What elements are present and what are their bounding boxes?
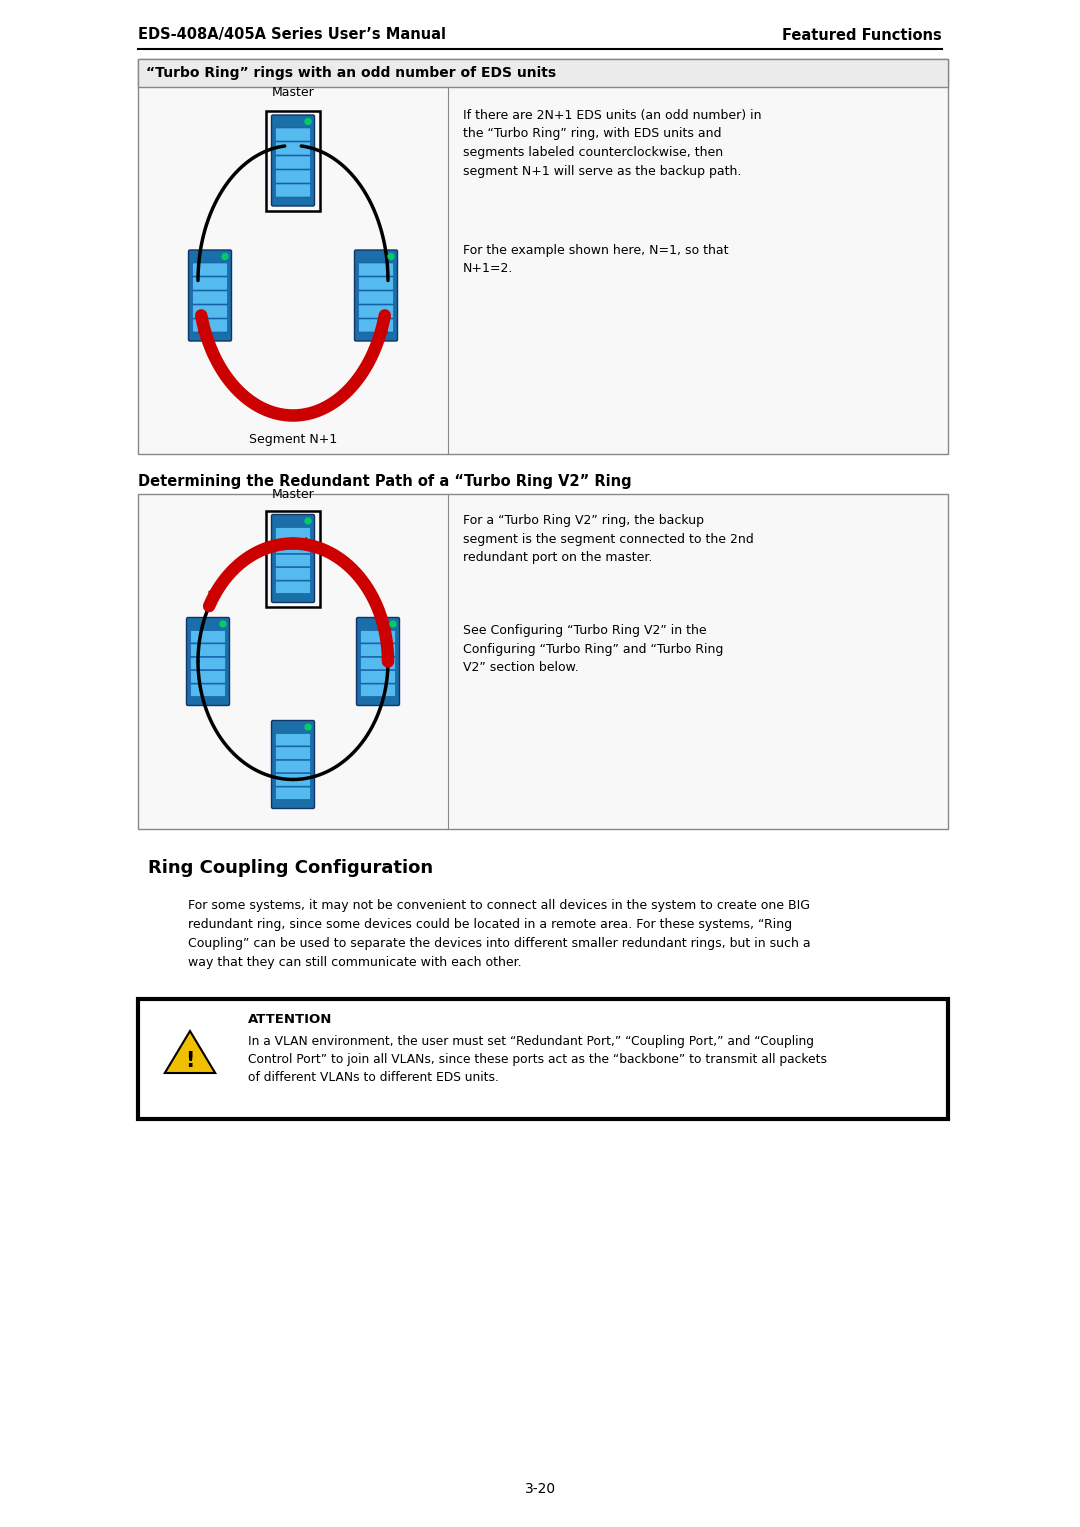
- Text: For the example shown here, N=1, so that
N+1=2.: For the example shown here, N=1, so that…: [463, 244, 729, 275]
- FancyBboxPatch shape: [275, 786, 311, 800]
- FancyBboxPatch shape: [138, 60, 948, 87]
- Text: 3-20: 3-20: [525, 1483, 555, 1496]
- Circle shape: [222, 253, 228, 260]
- FancyBboxPatch shape: [275, 747, 311, 759]
- FancyBboxPatch shape: [190, 684, 226, 696]
- Text: If there are 2N+1 EDS units (an odd number) in
the “Turbo Ring” ring, with EDS u: If there are 2N+1 EDS units (an odd numb…: [463, 108, 761, 177]
- FancyBboxPatch shape: [275, 527, 311, 541]
- Circle shape: [305, 119, 311, 125]
- FancyBboxPatch shape: [359, 276, 393, 290]
- FancyBboxPatch shape: [190, 657, 226, 670]
- Text: For a “Turbo Ring V2” ring, the backup
segment is the segment connected to the 2: For a “Turbo Ring V2” ring, the backup s…: [463, 515, 754, 563]
- FancyBboxPatch shape: [359, 292, 393, 304]
- FancyBboxPatch shape: [138, 495, 948, 829]
- Circle shape: [220, 621, 226, 628]
- FancyBboxPatch shape: [275, 774, 311, 786]
- FancyBboxPatch shape: [361, 644, 395, 657]
- FancyBboxPatch shape: [275, 733, 311, 745]
- FancyBboxPatch shape: [275, 760, 311, 773]
- FancyBboxPatch shape: [271, 515, 314, 603]
- FancyBboxPatch shape: [356, 617, 400, 705]
- Text: Master: Master: [272, 86, 314, 99]
- FancyBboxPatch shape: [275, 128, 311, 140]
- FancyBboxPatch shape: [190, 670, 226, 683]
- FancyBboxPatch shape: [275, 554, 311, 567]
- FancyBboxPatch shape: [190, 631, 226, 643]
- Text: !: !: [186, 1051, 194, 1070]
- Text: “Turbo Ring” rings with an odd number of EDS units: “Turbo Ring” rings with an odd number of…: [146, 66, 556, 79]
- Text: Segment N+1: Segment N+1: [248, 434, 337, 446]
- Circle shape: [305, 518, 311, 524]
- Text: See ​Configuring “Turbo Ring V2” in the
Configuring “Turbo Ring” and “Turbo Ring: See ​Configuring “Turbo Ring V2” in the …: [463, 625, 724, 673]
- Text: Featured Functions: Featured Functions: [782, 27, 942, 43]
- FancyBboxPatch shape: [275, 183, 311, 197]
- Polygon shape: [165, 1031, 215, 1073]
- FancyBboxPatch shape: [275, 142, 311, 156]
- Circle shape: [390, 621, 396, 628]
- Text: Master: Master: [272, 487, 314, 501]
- FancyBboxPatch shape: [138, 999, 948, 1119]
- Text: In a VLAN environment, the user must set “Redundant Port,” “Coupling Port,” and : In a VLAN environment, the user must set…: [248, 1035, 827, 1084]
- FancyBboxPatch shape: [187, 617, 229, 705]
- FancyBboxPatch shape: [192, 292, 228, 304]
- FancyBboxPatch shape: [354, 250, 397, 341]
- FancyBboxPatch shape: [275, 541, 311, 553]
- FancyBboxPatch shape: [275, 582, 311, 594]
- FancyBboxPatch shape: [361, 684, 395, 696]
- FancyBboxPatch shape: [361, 631, 395, 643]
- FancyBboxPatch shape: [189, 250, 231, 341]
- FancyBboxPatch shape: [361, 657, 395, 670]
- Text: EDS-408A/405A Series User’s Manual: EDS-408A/405A Series User’s Manual: [138, 27, 446, 43]
- FancyBboxPatch shape: [192, 319, 228, 331]
- Circle shape: [305, 724, 311, 730]
- FancyBboxPatch shape: [190, 644, 226, 657]
- FancyBboxPatch shape: [275, 568, 311, 580]
- Text: Determining the Redundant Path of a “Turbo Ring V2” Ring: Determining the Redundant Path of a “Tur…: [138, 473, 632, 489]
- FancyBboxPatch shape: [361, 670, 395, 683]
- FancyBboxPatch shape: [359, 319, 393, 331]
- FancyBboxPatch shape: [192, 305, 228, 318]
- FancyBboxPatch shape: [359, 305, 393, 318]
- Text: ATTENTION: ATTENTION: [248, 1012, 333, 1026]
- FancyBboxPatch shape: [192, 263, 228, 276]
- FancyBboxPatch shape: [192, 276, 228, 290]
- FancyBboxPatch shape: [275, 169, 311, 183]
- Text: Ring Coupling Configuration: Ring Coupling Configuration: [148, 860, 433, 876]
- FancyBboxPatch shape: [359, 263, 393, 276]
- Circle shape: [388, 253, 394, 260]
- FancyBboxPatch shape: [138, 60, 948, 454]
- FancyBboxPatch shape: [271, 721, 314, 808]
- Text: For some systems, it may not be convenient to connect all devices in the system : For some systems, it may not be convenie…: [188, 899, 811, 970]
- FancyBboxPatch shape: [271, 115, 314, 206]
- FancyBboxPatch shape: [275, 156, 311, 169]
